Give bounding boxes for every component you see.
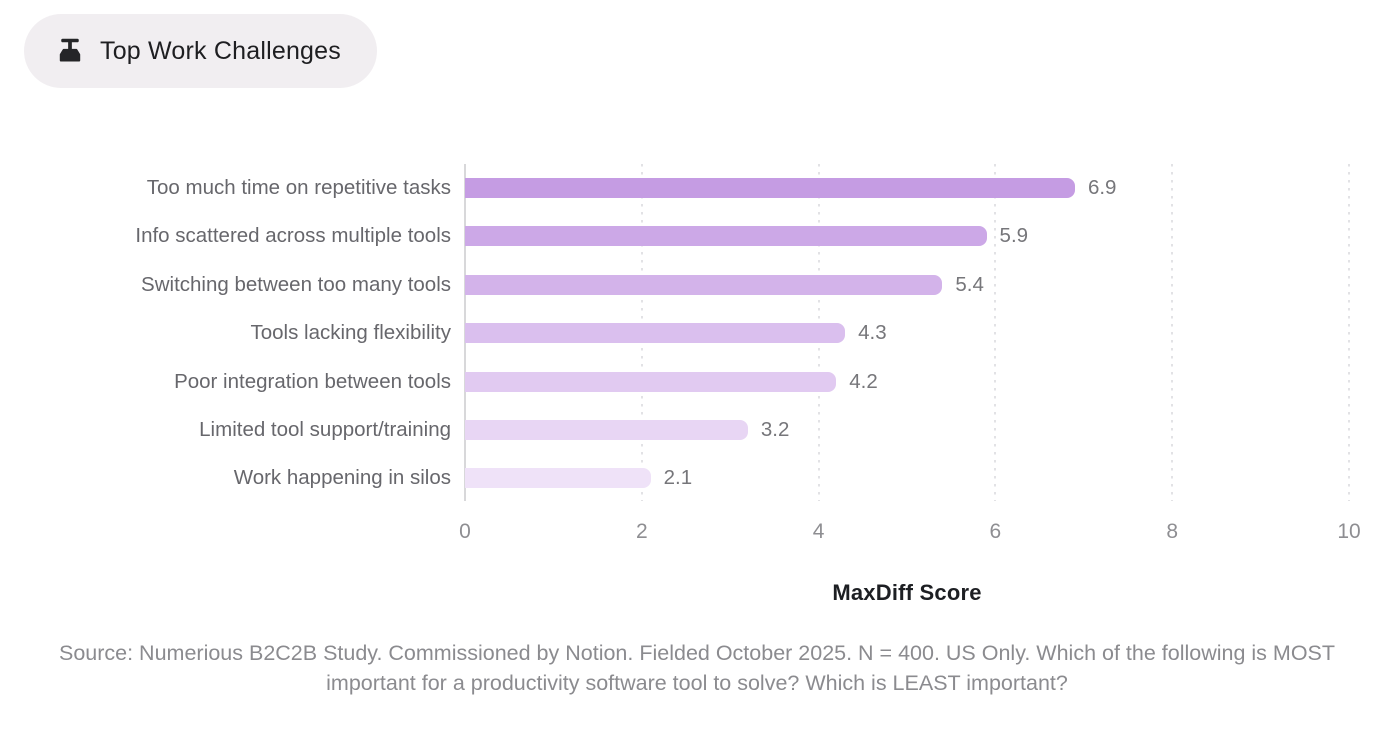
chart-title-text: Top Work Challenges <box>100 36 341 65</box>
x-tick-4: 4 <box>812 519 825 543</box>
broom-icon <box>56 37 84 65</box>
bar-track: 5.4 <box>465 261 1349 309</box>
bar <box>465 468 651 489</box>
chart-row: Work happening in silos 2.1 <box>24 454 1370 502</box>
chart-row: Switching between too many tools 5.4 <box>24 261 1370 309</box>
gridline-10 <box>1348 164 1350 501</box>
value-label: 6.9 <box>1087 175 1117 199</box>
value-label: 5.4 <box>955 272 984 296</box>
bar-track: 4.2 <box>465 357 1349 405</box>
x-axis-ticks: 0 2 4 6 8 10 <box>459 519 1361 544</box>
bar <box>465 323 846 344</box>
gridline-6 <box>994 164 997 501</box>
chart-row: Tools lacking flexibility 4.3 <box>24 309 1370 357</box>
x-tick-0: 0 <box>459 519 471 543</box>
bar <box>465 419 748 440</box>
ticks-grid: 0 2 4 6 8 10 <box>24 503 1370 544</box>
category-label: Work happening in silos <box>233 466 451 490</box>
x-tick-6: 6 <box>989 519 1002 543</box>
value-label: 4.3 <box>858 321 887 345</box>
category-label: Info scattered across multiple tools <box>135 224 451 248</box>
category-label: Switching between too many tools <box>141 272 451 296</box>
value-label: 5.9 <box>999 224 1029 248</box>
value-label: 3.2 <box>760 417 790 441</box>
category-label: Tools lacking flexibility <box>250 321 451 345</box>
chart-row: Poor integration between tools 4.2 <box>24 357 1370 405</box>
bar <box>465 274 943 295</box>
x-tick-8: 8 <box>1166 519 1179 543</box>
bar-rows: Too much time on repetitive tasks 6.9 Info… <box>24 162 1370 503</box>
bar <box>465 226 987 247</box>
category-label: Limited tool support/training <box>199 417 451 441</box>
gridline-8 <box>1171 164 1174 501</box>
source-note: Source: Numerious B2C2B Study. Commissio… <box>58 640 1336 695</box>
chart-row: Info scattered across multiple tools 5.9 <box>24 212 1370 260</box>
category-label: Too much time on repetitive tasks <box>146 175 451 199</box>
bar-track: 2.1 <box>465 454 1349 502</box>
bar <box>465 177 1075 198</box>
bar-track: 4.3 <box>465 309 1349 357</box>
chart-title-badge: Top Work Challenges <box>24 14 377 88</box>
chart-row: Too much time on repetitive tasks 6.9 <box>24 164 1370 212</box>
category-label: Poor integration between tools <box>174 369 451 393</box>
value-label: 2.1 <box>663 466 693 490</box>
bar <box>465 371 837 392</box>
bar-track: 6.9 <box>465 164 1349 212</box>
x-axis-title: MaxDiff Score <box>832 579 982 605</box>
chart-row: Limited tool support/training 3.2 <box>24 406 1370 454</box>
bar-chart: Too much time on repetitive tasks 6.9 Info… <box>24 162 1370 606</box>
bar-track: 5.9 <box>465 212 1349 260</box>
x-tick-2: 2 <box>635 519 648 543</box>
value-label: 4.2 <box>849 369 878 393</box>
xlabel-row: MaxDiff Score <box>24 580 1370 606</box>
bar-track: 3.2 <box>465 406 1349 454</box>
x-tick-10: 10 <box>1337 519 1361 543</box>
